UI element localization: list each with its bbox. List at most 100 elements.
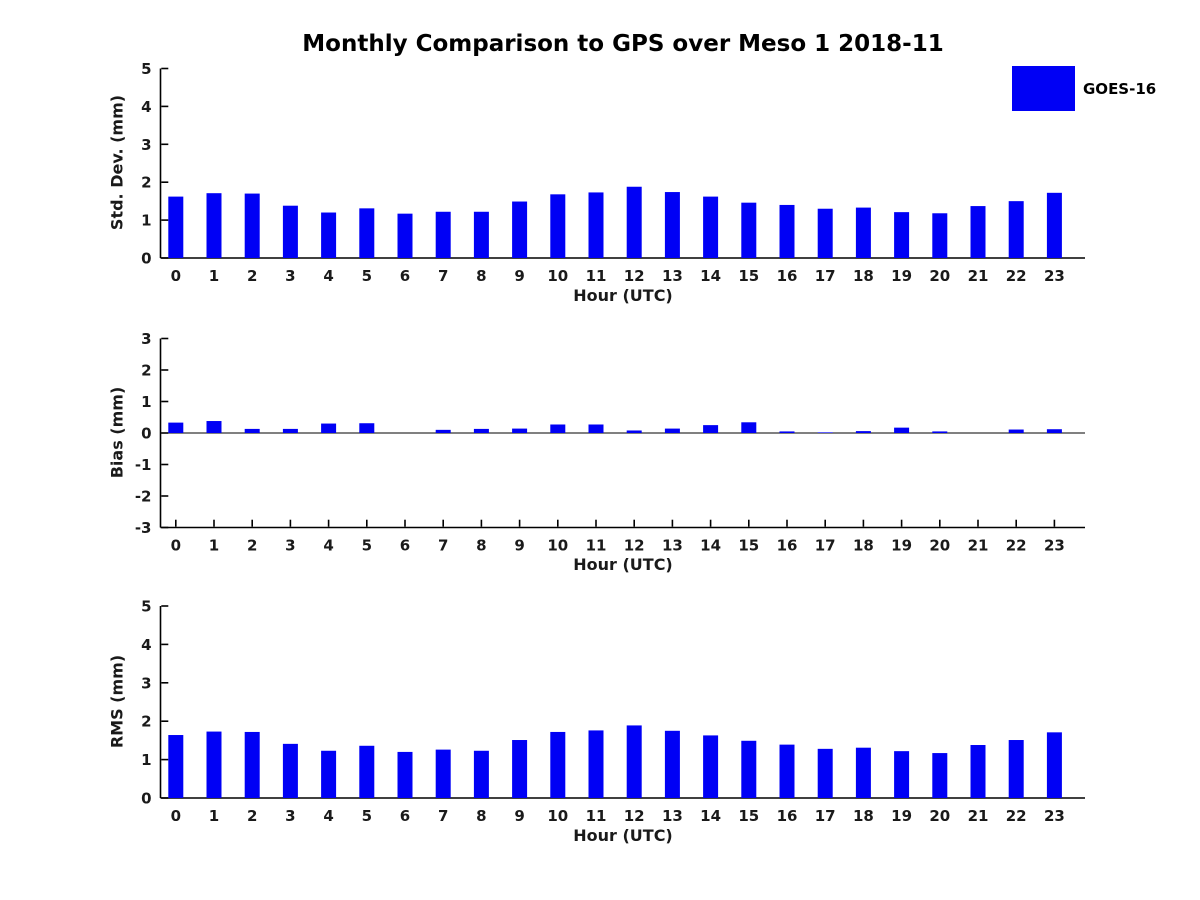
bar — [817, 432, 833, 433]
x-tick-label: 11 — [586, 537, 607, 555]
x-tick-label: 15 — [738, 807, 759, 825]
x-tick-label: 2 — [247, 537, 257, 555]
y-tick-label: 1 — [141, 751, 151, 769]
x-tick-label: 11 — [586, 267, 607, 285]
x-tick-label: 12 — [624, 807, 645, 825]
x-tick-label: 21 — [968, 807, 989, 825]
x-tick-label: 18 — [853, 537, 874, 555]
ylabel-rms: RMS (mm) — [107, 654, 127, 749]
y-tick-label: 4 — [141, 636, 151, 654]
bar — [473, 211, 489, 258]
x-tick-label: 8 — [476, 267, 486, 285]
bar — [512, 428, 528, 433]
bar — [1008, 740, 1024, 798]
bar — [1046, 429, 1062, 433]
bar — [664, 730, 680, 798]
y-tick-label: 5 — [141, 60, 151, 78]
x-tick-label: 23 — [1044, 807, 1065, 825]
bar — [435, 211, 451, 258]
bar — [282, 428, 298, 433]
x-tick-label: 2 — [247, 807, 257, 825]
bar — [779, 744, 795, 798]
legend: GOES-16 — [1012, 66, 1156, 111]
xlabel-bias: Hour (UTC) — [573, 555, 673, 574]
x-tick-label: 9 — [514, 807, 524, 825]
ylabel-bias: Bias (mm) — [107, 386, 127, 479]
x-tick-label: 22 — [1006, 807, 1027, 825]
x-tick-label: 3 — [285, 537, 295, 555]
y-tick-label: 0 — [141, 425, 151, 443]
x-tick-label: 23 — [1044, 267, 1065, 285]
x-tick-label: 4 — [323, 537, 333, 555]
x-tick-label: 13 — [662, 807, 683, 825]
bar — [817, 748, 833, 798]
x-tick-label: 8 — [476, 807, 486, 825]
x-tick-label: 4 — [323, 807, 333, 825]
bar — [168, 735, 184, 798]
bar — [321, 750, 337, 798]
y-tick-label: 2 — [141, 174, 151, 192]
bar — [970, 745, 986, 798]
x-tick-label: 19 — [891, 267, 912, 285]
legend-label-goes16: GOES-16 — [1083, 79, 1157, 98]
bar — [894, 751, 910, 798]
x-tick-label: 16 — [777, 537, 798, 555]
bar — [703, 425, 719, 433]
x-tick-label: 0 — [171, 807, 181, 825]
bar — [588, 192, 604, 258]
bar — [244, 428, 260, 433]
x-tick-label: 16 — [777, 807, 798, 825]
bar — [855, 431, 871, 433]
bar — [626, 186, 642, 258]
x-tick-label: 12 — [624, 267, 645, 285]
bar — [206, 731, 222, 798]
x-tick-label: 13 — [662, 537, 683, 555]
bar — [473, 750, 489, 798]
y-tick-label: 2 — [141, 362, 151, 380]
x-tick-label: 14 — [700, 267, 721, 285]
bar — [894, 427, 910, 433]
bar — [588, 424, 604, 433]
x-tick-label: 1 — [209, 537, 219, 555]
x-tick-label: 6 — [400, 807, 410, 825]
x-tick-label: 4 — [323, 267, 333, 285]
bar — [932, 213, 948, 258]
bar — [779, 431, 795, 433]
x-tick-label: 1 — [209, 267, 219, 285]
x-tick-label: 14 — [700, 807, 721, 825]
bar — [359, 745, 375, 798]
x-tick-label: 11 — [586, 807, 607, 825]
bar — [359, 208, 375, 258]
x-tick-label: 17 — [815, 267, 836, 285]
bar — [512, 740, 528, 798]
y-tick-label: 1 — [141, 212, 151, 230]
bar — [741, 202, 757, 258]
bar — [703, 196, 719, 258]
x-tick-label: 12 — [624, 537, 645, 555]
x-tick-label: 6 — [400, 267, 410, 285]
bar — [741, 740, 757, 798]
bar — [817, 208, 833, 258]
bar — [435, 429, 451, 433]
x-tick-label: 10 — [547, 807, 568, 825]
bar — [970, 206, 986, 258]
x-tick-label: 21 — [968, 267, 989, 285]
bar — [855, 747, 871, 798]
x-tick-label: 19 — [891, 807, 912, 825]
bar — [550, 424, 566, 433]
y-tick-label: 0 — [141, 250, 151, 268]
x-tick-label: 13 — [662, 267, 683, 285]
y-tick-label: 5 — [141, 598, 151, 616]
bar — [282, 205, 298, 258]
x-tick-label: 5 — [362, 537, 372, 555]
x-tick-label: 19 — [891, 537, 912, 555]
bar — [664, 428, 680, 433]
bar — [473, 428, 489, 433]
x-tick-label: 17 — [815, 807, 836, 825]
x-tick-label: 9 — [514, 537, 524, 555]
x-tick-label: 21 — [968, 537, 989, 555]
x-tick-label: 1 — [209, 807, 219, 825]
x-tick-label: 0 — [171, 537, 181, 555]
x-tick-label: 16 — [777, 267, 798, 285]
x-tick-label: 7 — [438, 267, 448, 285]
